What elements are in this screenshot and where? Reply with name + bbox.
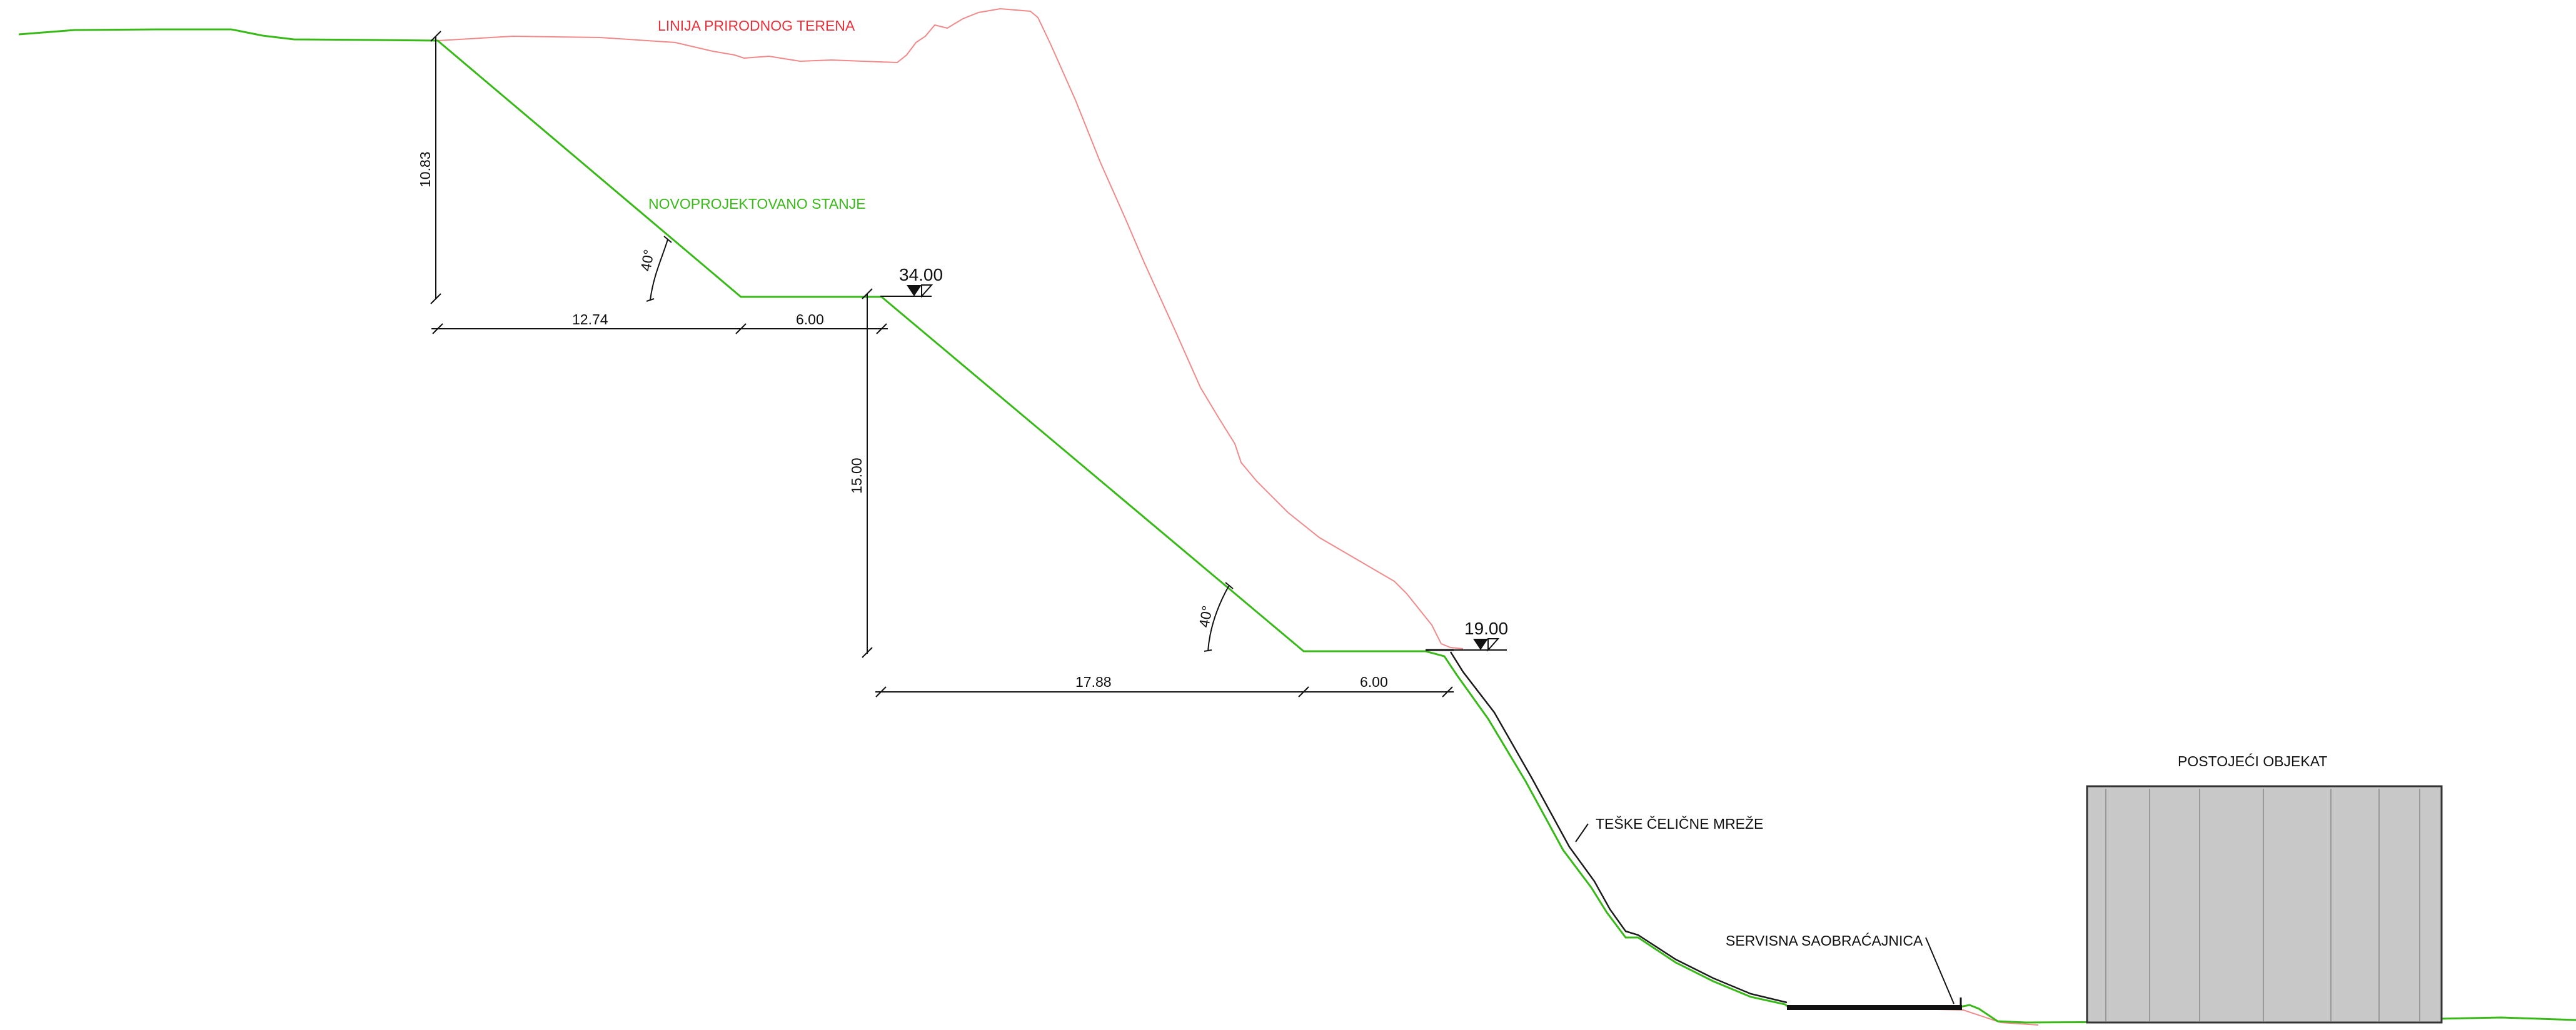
design-profile-line: [18, 28, 1789, 1008]
elevation-lower-value: 19.00: [1464, 619, 1508, 638]
new-design-label: NOVOPROJEKTOVANO STANJE: [648, 196, 866, 212]
dim-lower-height: [862, 288, 873, 658]
elevation-upper-value: 34.00: [899, 265, 943, 284]
service-road-slab: [1787, 1005, 1962, 1010]
natural-terrain-label: LINIJA PRIRODNOG TERENA: [658, 18, 855, 34]
dim-upper-height-value: 10.83: [417, 151, 433, 188]
service-road-leader: [1925, 937, 1955, 1004]
existing-building: [2086, 785, 2443, 1024]
elevation-marker-lower: [1426, 638, 1507, 652]
natural-terrain-line: [437, 8, 1464, 649]
steel-mesh-line: [1449, 651, 1788, 1004]
existing-building-label: POSTOJEĆI OBJEKAT: [2178, 753, 2327, 769]
dim-upper-berm-value: 6.00: [796, 311, 824, 328]
dim-lower-run-value: 17.88: [1075, 674, 1112, 690]
dim-upper-run-value: 12.74: [572, 311, 608, 328]
service-road-label: SERVISNA SAOBRAĆAJNICA: [1726, 932, 1923, 949]
steel-mesh-label: TEŠKE ČELIČNE MREŽE: [1596, 815, 1763, 832]
dim-lower-height-value: 15.00: [848, 458, 865, 494]
dim-upper-horizontal: [431, 323, 888, 334]
dim-upper-height: [430, 31, 441, 304]
angle-arc-lower: [1204, 582, 1234, 652]
steel-mesh-leader: [1575, 823, 1589, 842]
angle-lower-value: 40°: [1195, 604, 1215, 629]
elevation-marker-upper: [880, 284, 933, 298]
dim-lower-horizontal: [875, 686, 1454, 698]
dim-lower-berm-value: 6.00: [1360, 674, 1388, 690]
angle-upper-value: 40°: [637, 248, 657, 272]
angle-arc-upper: [646, 236, 672, 302]
